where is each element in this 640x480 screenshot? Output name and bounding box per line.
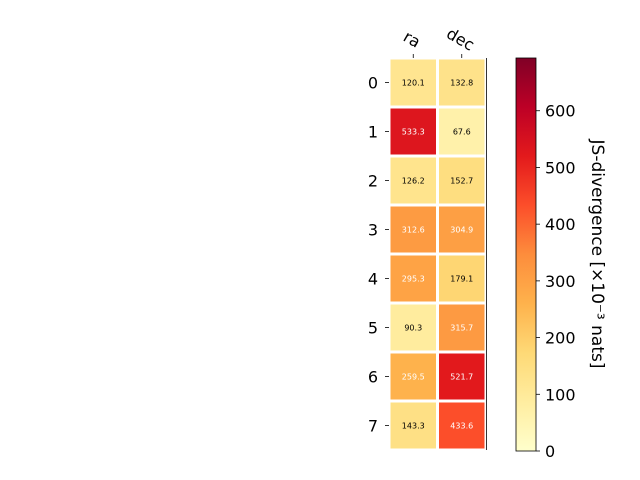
row-label: 3 [368,221,378,240]
heatmap-cells: 120.1 132.8 533.3 67.6 126.2 152.7 312.6 304.9 2… [387,56,488,452]
cell-value-label: 295.3 [402,275,425,284]
row-label: 6 [368,368,378,387]
cell-value-label: 152.7 [450,177,473,186]
row-labels: 0 1 2 3 4 5 6 7 [368,74,389,436]
cell-value-label: 259.5 [402,373,425,382]
colorbar-tick-label: 600 [545,102,576,121]
colorbar-tick-label: 400 [545,215,576,234]
cell-value-label: 312.6 [402,226,425,235]
colorbar-ticks: 0 100 200 300 400 500 600 [536,102,576,461]
cell-value-label: 143.3 [402,422,425,431]
heatmap-cell [436,252,488,305]
colorbar-tick-label: 100 [545,385,576,404]
row-label: 2 [368,172,378,191]
column-label: ra [400,27,424,52]
cell-value-label: 304.9 [450,226,473,235]
cell-value-label: 533.3 [402,128,425,137]
cell-value-label: 315.7 [450,324,473,333]
colorbar-tick-label: 300 [545,272,576,291]
heatmap-cell [436,203,488,256]
row-label: 7 [368,417,378,436]
cell-value-label: 521.7 [450,373,473,382]
cell-value-label: 120.1 [402,79,425,88]
row-label: 0 [368,74,378,93]
column-label: dec [443,24,477,55]
colorbar-label: JS-divergence [×10⁻³ nats] [587,139,607,369]
heatmap-cell [436,399,488,452]
colorbar-tick-label: 0 [545,442,555,461]
cell-value-label: 67.6 [453,128,471,137]
cell-value-label: 179.1 [450,275,473,284]
row-label: 5 [368,319,378,338]
colorbar [515,57,537,452]
colorbar-tick-label: 500 [545,158,576,177]
cell-value-label: 433.6 [450,422,473,431]
cell-value-label: 90.3 [404,324,422,333]
cell-value-label: 132.8 [450,79,473,88]
colorbar-tick-label: 200 [545,329,576,348]
heatmap-cell [436,105,488,158]
row-label: 4 [368,270,378,289]
row-label: 1 [368,123,378,142]
heatmap-cell [436,154,488,207]
cell-value-label: 126.2 [402,177,425,186]
column-labels: ra dec [400,24,478,58]
